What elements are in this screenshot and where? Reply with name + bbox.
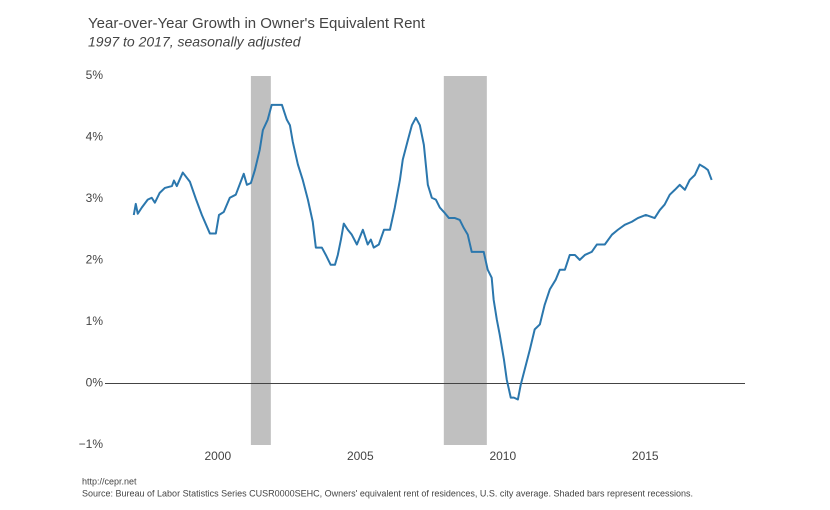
y-tick-label: 4% [86, 130, 104, 144]
data-line [132, 103, 713, 401]
source-note: Source: Bureau of Labor Statistics Serie… [82, 488, 693, 498]
x-tick-label: 2010 [489, 449, 516, 463]
y-tick-label: 2% [86, 253, 104, 267]
y-tick-label: 1% [86, 314, 104, 328]
x-tick-label: 2005 [347, 449, 374, 463]
y-tick-label: 3% [86, 191, 104, 205]
chart-subtitle: 1997 to 2017, seasonally adjusted [88, 34, 302, 50]
y-tick-label: −1% [79, 437, 104, 451]
recession-band [250, 76, 271, 445]
x-tick-label: 2000 [204, 449, 231, 463]
y-tick-label: 5% [86, 68, 104, 82]
source-url: http://cepr.net [82, 476, 137, 486]
chart-title: Year-over-Year Growth in Owner's Equival… [88, 15, 426, 32]
y-tick-label: 0% [86, 376, 104, 390]
recession-band [443, 76, 487, 445]
x-tick-label: 2015 [632, 449, 659, 463]
